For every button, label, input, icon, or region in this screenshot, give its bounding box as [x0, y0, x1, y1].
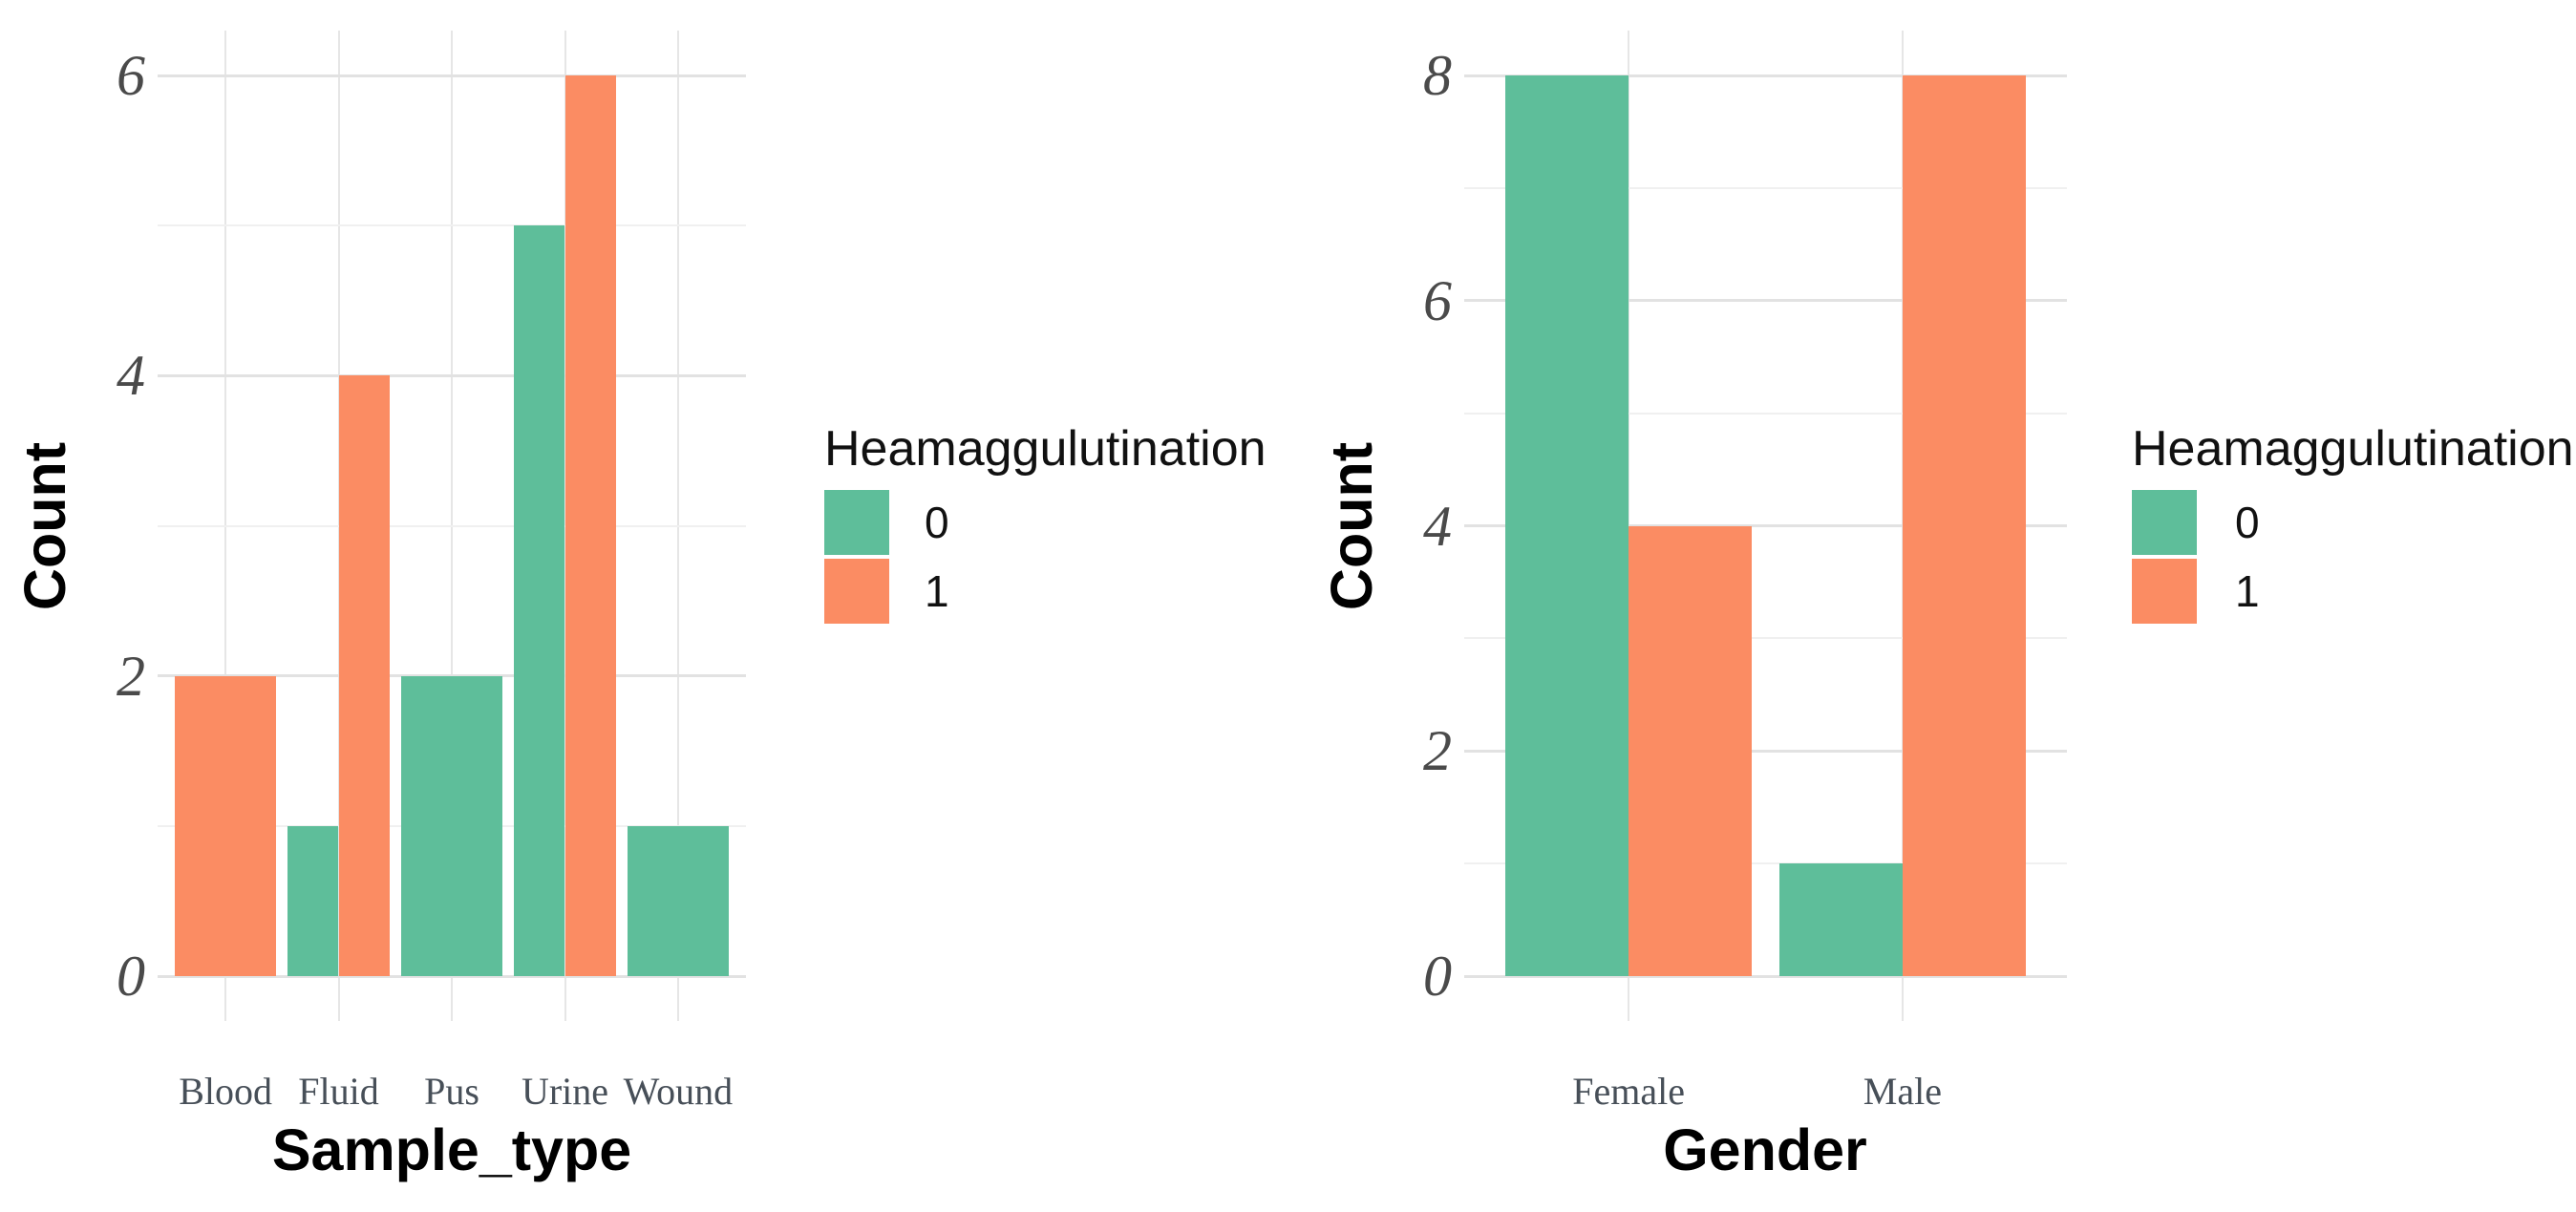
bar-fluid-group0: [287, 825, 339, 976]
h-gridline-minor-3: [158, 524, 746, 527]
bar-fluid-group1: [338, 375, 390, 976]
legend-swatch-0: [2132, 490, 2197, 555]
h-gridline-major-0: [1464, 974, 2067, 978]
h-gridline-major-8: [1464, 74, 2067, 77]
legend-item-label-1: 1: [2235, 566, 2260, 616]
y-tick-label-4: 4: [1423, 494, 1452, 558]
h-gridline-minor-5: [158, 224, 746, 227]
bar-blood-group1: [174, 675, 277, 976]
x-tick-label-female: Female: [1572, 1070, 1685, 1113]
h-gridline-major-4: [1464, 524, 2067, 527]
y-tick-label-0: 0: [1423, 945, 1452, 1008]
legend-swatch-0: [824, 490, 889, 555]
bar-urine-group0: [514, 225, 565, 976]
h-gridline-minor-5: [1464, 412, 2067, 415]
h-gridline-minor-1: [1464, 862, 2067, 865]
h-gridline-minor-3: [1464, 637, 2067, 640]
x-tick-label-male: Male: [1863, 1070, 1942, 1113]
legend-swatch-1: [824, 559, 889, 624]
legend-title-left: Heamaggulutination: [824, 421, 1267, 477]
legend-title-right: Heamaggulutination: [2132, 421, 2574, 477]
y-tick-label-2: 2: [1423, 719, 1452, 783]
x-tick-label-pus: Pus: [424, 1070, 479, 1113]
y-tick-label-4: 4: [117, 344, 145, 408]
legend-item-label-0: 0: [925, 498, 949, 547]
x-tick-label-wound: Wound: [623, 1070, 734, 1113]
h-gridline-major-6: [1464, 299, 2067, 303]
h-gridline-major-4: [158, 373, 746, 377]
bar-male-group0: [1778, 863, 1903, 976]
x-tick-label-fluid: Fluid: [298, 1070, 379, 1113]
x-tick-label-blood: Blood: [179, 1070, 272, 1113]
x-tick-label-urine: Urine: [521, 1070, 609, 1113]
h-gridline-major-6: [158, 74, 746, 77]
x-axis-title-sample-type: Sample_type: [271, 1117, 632, 1182]
bar-urine-group1: [564, 75, 616, 976]
legend-item-label-0: 0: [2235, 498, 2260, 547]
bar-female-group1: [1629, 525, 1753, 976]
y-tick-label-2: 2: [117, 644, 145, 708]
legend-swatch-1: [2132, 559, 2197, 624]
x-axis-title-gender: Gender: [1663, 1117, 1867, 1182]
h-gridline-minor-7: [1464, 186, 2067, 189]
y-tick-label-6: 6: [117, 44, 145, 107]
bar-pus-group0: [400, 675, 503, 976]
h-gridline-major-2: [1464, 749, 2067, 753]
bar-wound-group0: [627, 825, 730, 976]
y-tick-label-0: 0: [117, 945, 145, 1008]
y-tick-label-6: 6: [1423, 268, 1452, 332]
bar-female-group0: [1505, 75, 1629, 976]
bar-male-group1: [1902, 75, 2026, 976]
y-tick-label-8: 8: [1423, 44, 1452, 107]
h-gridline-major-0: [158, 974, 746, 978]
legend-item-label-1: 1: [925, 566, 949, 616]
